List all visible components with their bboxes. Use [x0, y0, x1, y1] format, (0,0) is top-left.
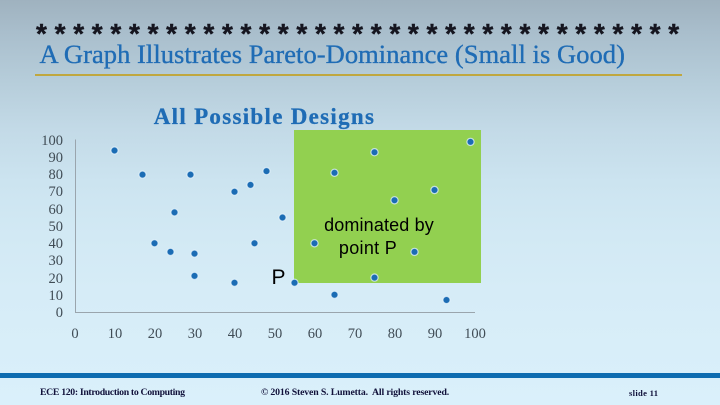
svg-text:90: 90	[428, 326, 443, 342]
svg-text:30: 30	[49, 253, 64, 269]
svg-text:20: 20	[148, 326, 163, 342]
svg-text:50: 50	[268, 326, 283, 342]
svg-text:10: 10	[108, 326, 123, 342]
svg-text:50: 50	[49, 219, 64, 235]
svg-text:60: 60	[308, 326, 323, 342]
svg-text:0: 0	[71, 326, 78, 342]
svg-text:30: 30	[188, 326, 203, 342]
svg-text:70: 70	[49, 184, 64, 200]
svg-text:10: 10	[49, 288, 64, 304]
svg-text:90: 90	[49, 150, 64, 166]
svg-text:70: 70	[348, 326, 363, 342]
svg-text:20: 20	[49, 271, 64, 287]
svg-text:100: 100	[464, 326, 486, 342]
svg-text:80: 80	[49, 167, 64, 183]
svg-text:0: 0	[56, 305, 63, 321]
svg-text:40: 40	[49, 236, 64, 252]
svg-text:80: 80	[388, 326, 403, 342]
svg-text:60: 60	[49, 202, 64, 218]
svg-text:40: 40	[228, 326, 243, 342]
svg-text:100: 100	[41, 133, 63, 149]
